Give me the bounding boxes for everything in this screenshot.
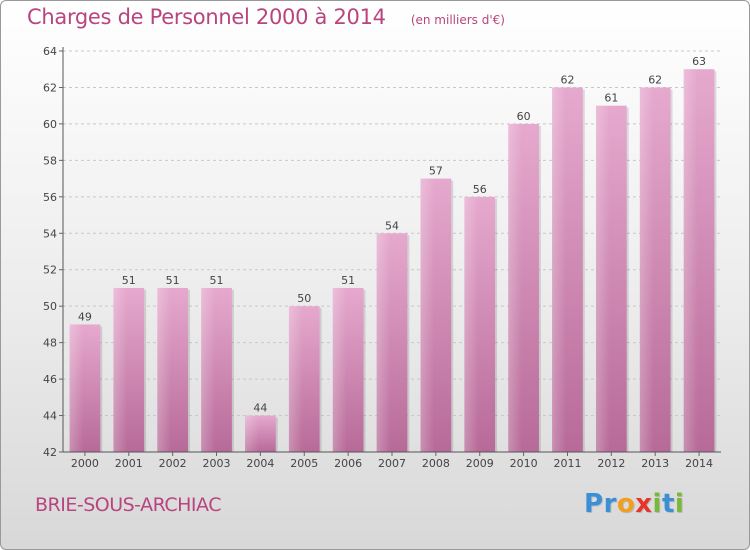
- proxiti-logo[interactable]: Proxiti: [584, 489, 684, 519]
- data-label: 61: [604, 92, 618, 105]
- x-tick-label: 2002: [159, 457, 187, 470]
- data-label: 56: [473, 183, 487, 196]
- bar-highlight: [332, 287, 347, 452]
- unit-note: (en milliers d'€): [410, 13, 505, 27]
- y-tick-label: 60: [43, 118, 57, 131]
- axes: 42 44 46 48 50 52 54 56 58 60 62 64 2000 2001 2002 2003…: [43, 45, 721, 470]
- x-tick-label: 2011: [553, 457, 581, 470]
- data-label: 57: [429, 165, 443, 178]
- data-label: 51: [122, 274, 136, 287]
- y-tick-label: 50: [43, 300, 57, 313]
- x-tick-label: 2012: [597, 457, 625, 470]
- y-tick-label: 56: [43, 191, 57, 204]
- y-tick-label: 52: [43, 264, 57, 277]
- bar-highlight: [113, 287, 128, 452]
- data-label: 51: [341, 274, 355, 287]
- y-tick-label: 62: [43, 81, 57, 94]
- bar-highlight: [201, 287, 215, 452]
- data-label: 50: [297, 292, 311, 305]
- bar-highlight: [420, 178, 435, 452]
- bar-highlight: [464, 196, 479, 452]
- data-label: 44: [253, 402, 267, 415]
- bars: 49 51 51 51 44 50 51 54 57 56 60 62 61 62 63: [69, 55, 717, 453]
- data-label: 60: [517, 110, 531, 123]
- logo-letter: o: [616, 489, 636, 519]
- x-tick-label: 2003: [203, 457, 231, 470]
- x-tick-label: 2004: [246, 457, 274, 470]
- x-tick-label: 2010: [510, 457, 538, 470]
- bar-highlight: [157, 287, 172, 452]
- bar-highlight: [595, 105, 610, 452]
- data-label: 63: [692, 55, 706, 68]
- data-label: 51: [166, 274, 180, 287]
- logo-letter: i: [674, 489, 685, 519]
- bar-highlight: [288, 306, 303, 452]
- y-tick-label: 46: [43, 373, 57, 386]
- y-tick-label: 58: [43, 154, 57, 167]
- x-tick-label: 2000: [71, 457, 99, 470]
- chart-title-block: Charges de Personnel 2000 à 2014 (en mil…: [27, 5, 505, 29]
- logo-letter: r: [603, 489, 617, 519]
- x-tick-label: 2005: [290, 457, 318, 470]
- y-tick-label: 42: [43, 446, 57, 459]
- bar-highlight: [639, 87, 654, 453]
- chart-title: Charges de Personnel 2000 à 2014: [27, 5, 386, 29]
- bar-highlight: [552, 87, 566, 453]
- logo-letter: t: [661, 489, 675, 519]
- x-tick-label: 2007: [378, 457, 406, 470]
- data-label: 54: [385, 219, 399, 232]
- x-tick-label: 2001: [115, 457, 143, 470]
- y-tick-label: 48: [43, 337, 57, 350]
- data-label: 51: [210, 274, 224, 287]
- x-tick-label: 2006: [334, 457, 362, 470]
- y-tick-label: 44: [43, 410, 57, 423]
- x-tick-label: 2009: [466, 457, 494, 470]
- data-label: 62: [648, 73, 662, 86]
- y-tick-label: 54: [43, 227, 57, 240]
- logo-letter: P: [584, 489, 604, 519]
- data-label: 49: [78, 310, 92, 323]
- bar-highlight: [376, 233, 391, 452]
- x-tick-label: 2013: [641, 457, 669, 470]
- bar-highlight: [683, 69, 698, 453]
- y-tick-label: 64: [43, 45, 57, 58]
- bar-highlight: [69, 324, 84, 452]
- data-label: 62: [560, 73, 574, 86]
- x-tick-label: 2014: [685, 457, 713, 470]
- bar-highlight: [245, 415, 259, 452]
- logo-letter: i: [652, 489, 662, 519]
- city-name: BRIE-SOUS-ARCHIAC: [35, 494, 221, 516]
- x-tick-label: 2008: [422, 457, 450, 470]
- logo-letter: x: [635, 489, 653, 519]
- bar-highlight: [508, 123, 523, 452]
